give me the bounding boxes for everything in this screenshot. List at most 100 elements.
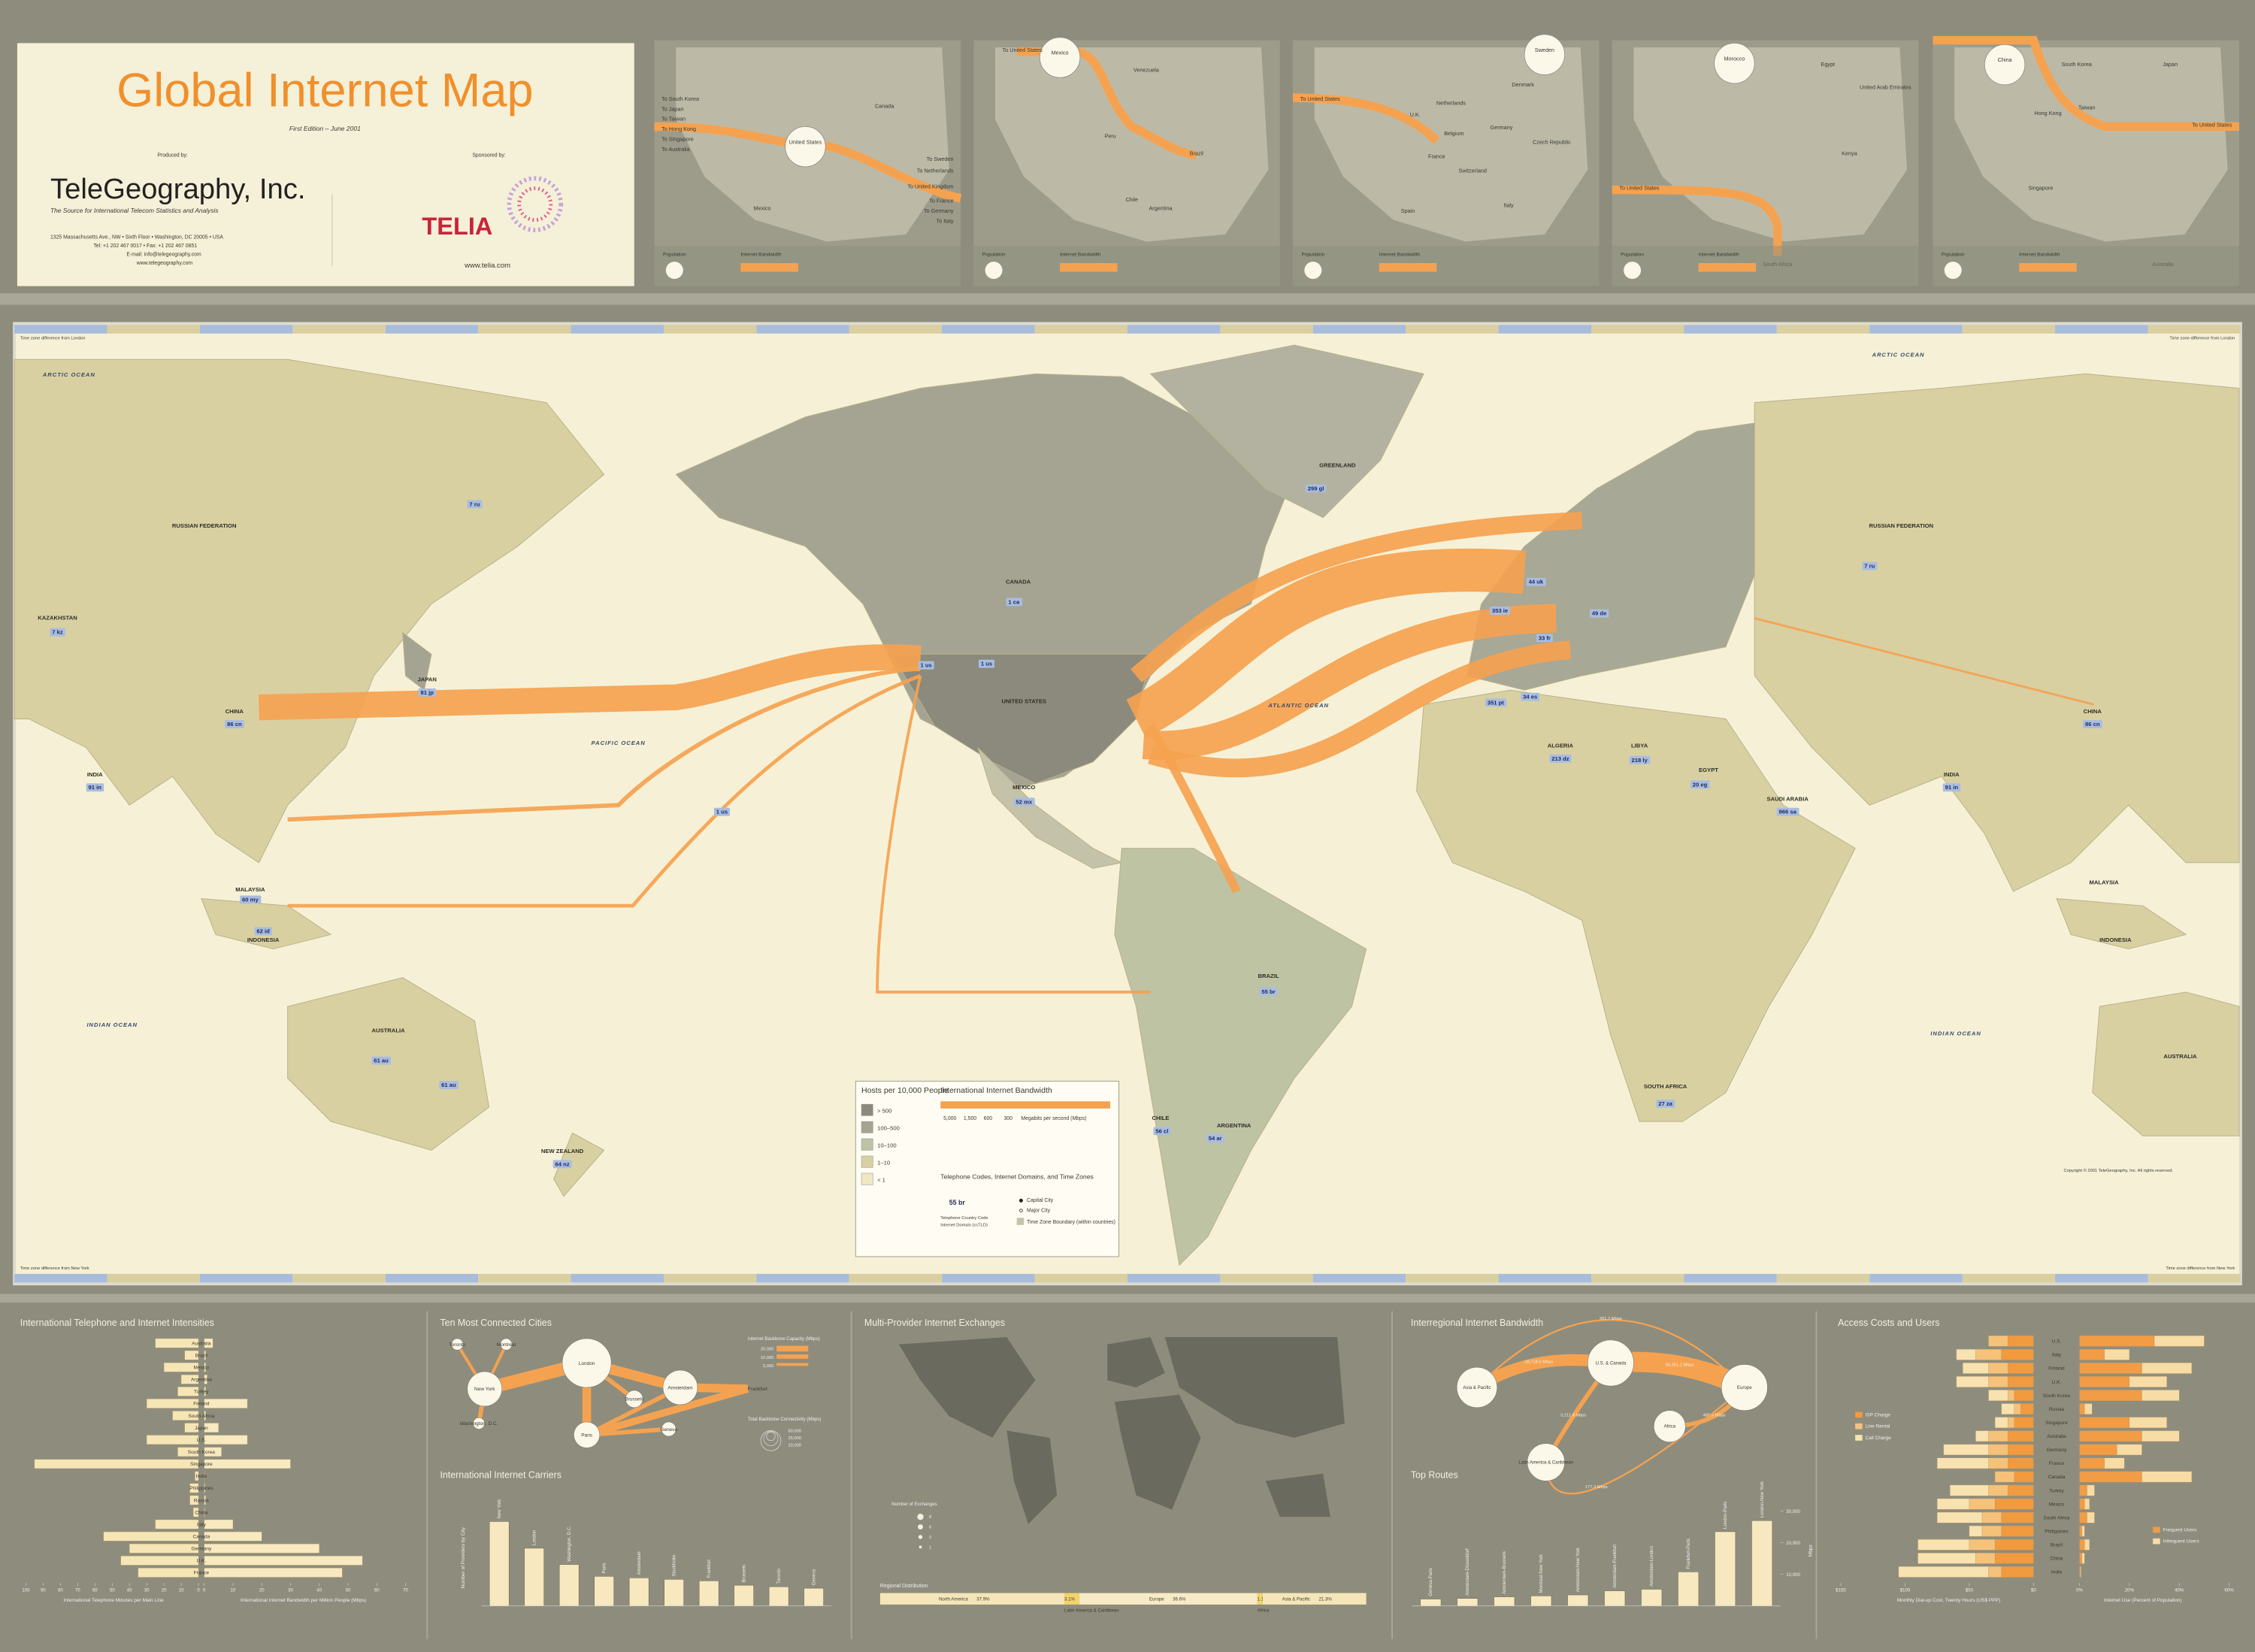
link-label: 3,211.4 Mbps — [1560, 1413, 1586, 1418]
city-label: Washington, D.C. — [460, 1421, 498, 1427]
bar — [146, 1399, 199, 1408]
exchange-land — [1265, 1473, 1330, 1517]
code-label: 86 cn — [227, 721, 242, 728]
country-label: CHINA — [226, 708, 244, 715]
code-label: 218 ly — [1631, 757, 1648, 764]
time-zone-cell — [1962, 325, 2056, 334]
badge-bg — [1942, 783, 1961, 792]
bar — [2154, 1335, 2205, 1347]
category-label: Canada — [192, 1534, 210, 1539]
bar — [189, 1495, 199, 1505]
inset-legend: Internet Bandwidth — [2019, 253, 2060, 258]
bar — [1943, 1444, 1989, 1456]
category-label: France — [2049, 1461, 2065, 1466]
bar — [1530, 1596, 1552, 1607]
badge-bg — [1305, 484, 1327, 493]
city-link — [586, 1427, 669, 1438]
host-bin-label: 10–100 — [877, 1142, 897, 1149]
badge-bg — [50, 628, 65, 637]
city-node — [574, 1421, 601, 1448]
code-label: 20 eg — [1693, 781, 1708, 788]
inset-label: Brazil — [1190, 150, 1204, 157]
tick-label: 70 — [403, 1588, 408, 1593]
legend-text: Time Zone Boundary (within countries) — [1027, 1220, 1115, 1225]
bar — [138, 1568, 199, 1578]
category-label: Amsterdam-London — [1649, 1546, 1654, 1587]
bar — [2007, 1430, 2034, 1442]
legend-band — [1060, 263, 1118, 272]
legend-swatch — [1855, 1411, 1863, 1418]
flow — [876, 675, 1151, 994]
inset-legend: Population — [1621, 253, 1644, 258]
category-label: South Africa — [2043, 1515, 2069, 1520]
time-zone-cell — [849, 1273, 943, 1283]
category-label: U.K. — [2052, 1380, 2062, 1385]
inset-label: Belgium — [1444, 130, 1463, 137]
badge-bg — [1589, 609, 1609, 618]
segment — [1064, 1593, 1080, 1605]
bar — [180, 1374, 199, 1384]
panel-title: Top Routes — [1411, 1470, 1458, 1481]
country-label: JAPAN — [418, 676, 437, 683]
category-label: South Korea — [188, 1450, 216, 1455]
badge-bg — [1490, 606, 1511, 615]
badge-bg — [371, 1056, 391, 1065]
inset-map: United States Canada Mexico To South Korea T… — [654, 40, 962, 286]
flow — [287, 673, 922, 908]
category-label: Washington, D.C. — [567, 1526, 572, 1562]
country-label: MEXICO — [1012, 784, 1035, 791]
bar — [1969, 1525, 1983, 1537]
inset-legend: Population — [982, 253, 1006, 258]
bar — [1898, 1566, 1989, 1578]
legend-circle — [1304, 262, 1322, 280]
segment-name: Asia & Pacific — [1282, 1597, 1310, 1602]
code-badge: 299 gl — [1305, 484, 1327, 493]
bar — [2014, 1403, 2021, 1414]
bar — [2104, 1349, 2130, 1360]
time-zone-cell — [1220, 325, 1313, 334]
bar — [2087, 1511, 2095, 1523]
bar — [1994, 1539, 2034, 1551]
category-label: Australia — [2047, 1434, 2066, 1439]
legend-value: 2 — [929, 1536, 931, 1540]
bar — [192, 1507, 199, 1517]
bandwidth-link — [1545, 1387, 1745, 1495]
bandwidth-label: 600 — [984, 1116, 993, 1121]
category-label: Stockholm — [672, 1555, 677, 1577]
city-node — [661, 1421, 676, 1437]
flow — [1148, 640, 1572, 778]
legend-circle — [665, 262, 683, 280]
category-label: Philippines — [2045, 1529, 2069, 1535]
bar — [1994, 1471, 2014, 1483]
bar — [204, 1495, 206, 1505]
time-zone-cell — [478, 325, 571, 334]
bar — [2007, 1363, 2034, 1374]
capacity-swatch — [776, 1354, 809, 1359]
tick-label: 0 — [203, 1588, 206, 1593]
category-label: Canada — [2048, 1475, 2066, 1480]
city-node — [467, 1371, 503, 1407]
time-zone-cell — [1498, 325, 1592, 334]
region-node — [1527, 1443, 1565, 1481]
region-label: Asia & Pacific — [1463, 1385, 1491, 1390]
flow — [1142, 604, 1557, 760]
tick-label: 40 — [127, 1588, 132, 1593]
code-badge: 86 cn — [2083, 720, 2102, 729]
code-label: 1 us — [716, 809, 728, 815]
badge-bg — [552, 1160, 572, 1169]
tick-label: 80 — [58, 1588, 63, 1593]
badge-bg — [254, 927, 273, 936]
city-label: New York — [474, 1387, 495, 1392]
bar — [2001, 1566, 2034, 1578]
code-label: 966 sa — [1779, 809, 1797, 815]
bar — [204, 1568, 343, 1578]
bar — [204, 1423, 219, 1433]
inset-label: Egypt — [1821, 61, 1835, 68]
bottom-panels: International Telephone and Internet Int… — [20, 1311, 2234, 1639]
category-label: Amsterdam — [637, 1551, 642, 1575]
greenland — [1149, 344, 1424, 519]
code-label: 54 ar — [1209, 1135, 1222, 1142]
badge-bg — [1549, 755, 1572, 763]
code-label: 52 mx — [1016, 798, 1032, 805]
